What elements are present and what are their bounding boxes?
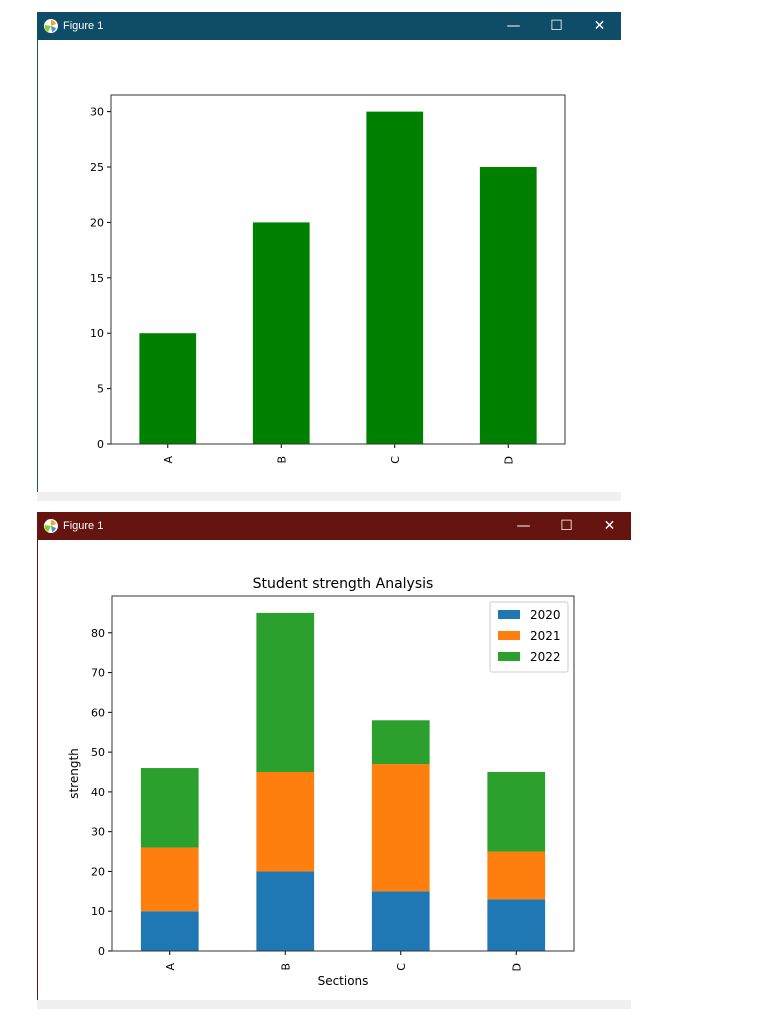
close-button[interactable]: ✕ xyxy=(593,18,606,34)
bar-2021-B xyxy=(256,772,315,872)
window-bottom-bar xyxy=(37,492,621,501)
x-tick-label: D xyxy=(510,963,523,971)
x-tick-label: C xyxy=(389,456,402,464)
bar-2021-C xyxy=(371,764,430,892)
y-tick-label: 10 xyxy=(90,327,104,340)
chart-title: Student strength Analysis xyxy=(253,576,434,592)
bar-B xyxy=(252,222,310,444)
legend-swatch-2020 xyxy=(498,610,520,619)
y-tick-label: 0 xyxy=(98,945,105,958)
legend-label-2020: 2020 xyxy=(530,608,561,622)
y-tick-label: 30 xyxy=(90,106,104,119)
figure-window-2: Figure 1 — ☐ ✕ Student strength Analysis… xyxy=(37,512,631,1009)
y-tick-label: 80 xyxy=(91,627,105,640)
stacked-bar-chart: Student strength Analysis A B C D 0 10 20 30 40 50… xyxy=(67,576,575,988)
y-tick-label: 15 xyxy=(90,272,104,285)
close-button[interactable]: ✕ xyxy=(603,518,616,534)
bar-chart: A B C D 0 5 10 15 20 25 30 xyxy=(90,94,566,464)
x-axis-label: Sections xyxy=(318,974,369,988)
bar-2022-D xyxy=(487,772,546,852)
x-tick-label: A xyxy=(164,963,177,971)
bar-A xyxy=(139,333,197,444)
window-titlebar-1[interactable]: Figure 1 — ☐ ✕ xyxy=(37,12,621,40)
bar-C xyxy=(366,111,424,444)
bar-2020-A xyxy=(140,911,199,951)
bar-2022-A xyxy=(140,768,199,848)
bar-2022-B xyxy=(256,612,315,773)
legend-label-2021: 2021 xyxy=(530,629,561,643)
y-tick-label: 25 xyxy=(90,161,104,174)
window-title: Figure 1 xyxy=(63,20,104,32)
x-tick-label: B xyxy=(275,456,288,464)
y-tick-label: 50 xyxy=(91,746,105,759)
y-tick-label: 20 xyxy=(90,216,104,229)
window-titlebar-2[interactable]: Figure 1 — ☐ ✕ xyxy=(37,512,631,540)
bar-2021-A xyxy=(140,847,199,912)
axes-frame xyxy=(111,595,575,952)
bar-2021-D xyxy=(487,851,546,900)
y-axis-label: strength xyxy=(67,748,81,799)
y-tick-label: 30 xyxy=(91,826,105,839)
x-tick-label: D xyxy=(502,456,515,464)
bar-2022-C xyxy=(371,720,430,765)
window-left-border xyxy=(37,540,38,1000)
y-tick-label: 5 xyxy=(97,383,104,396)
x-tick-label: C xyxy=(395,963,408,971)
y-tick-label: 60 xyxy=(91,706,105,719)
bar-2020-D xyxy=(487,899,546,951)
y-tick-label: 70 xyxy=(91,667,105,680)
legend-label-2022: 2022 xyxy=(530,650,561,664)
plot-area-1: A B C D 0 5 10 15 20 25 30 xyxy=(37,40,621,492)
legend-swatch-2022 xyxy=(498,652,520,661)
matplotlib-icon xyxy=(44,519,58,533)
y-tick-label: 10 xyxy=(91,905,105,918)
minimize-button[interactable]: — xyxy=(506,18,521,34)
x-tick-label: B xyxy=(279,963,292,971)
minimize-button[interactable]: — xyxy=(516,518,531,534)
bar-2020-C xyxy=(371,891,430,951)
window-left-border xyxy=(37,40,38,492)
maximize-button[interactable]: ☐ xyxy=(560,518,573,534)
legend-swatch-2021 xyxy=(498,631,520,640)
plot-area-2: Student strength Analysis A B C D 0 10 20 30 40 50… xyxy=(37,540,631,1000)
x-tick-label: A xyxy=(162,456,175,464)
figure-window-1: Figure 1 — ☐ ✕ A B C D 0 5 10 15 20 25 30 xyxy=(37,12,621,501)
bar-D xyxy=(479,167,537,444)
matplotlib-icon xyxy=(44,19,58,33)
y-tick-label: 40 xyxy=(91,786,105,799)
window-bottom-bar xyxy=(37,1000,631,1009)
y-tick-label: 20 xyxy=(91,865,105,878)
axes-frame xyxy=(110,94,566,445)
y-tick-label: 0 xyxy=(97,438,104,451)
maximize-button[interactable]: ☐ xyxy=(550,18,563,34)
bar-2020-B xyxy=(256,871,315,951)
window-title: Figure 1 xyxy=(63,520,104,532)
